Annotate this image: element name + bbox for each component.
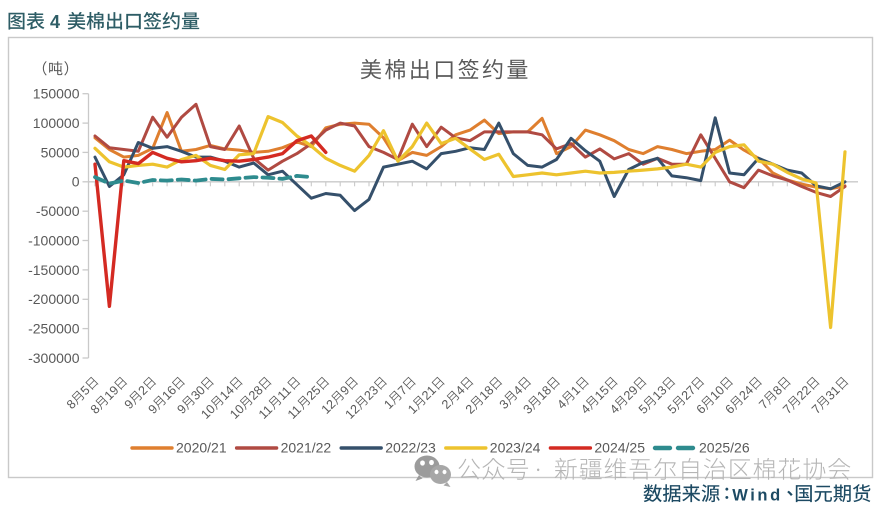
svg-text:2021/22: 2021/22 bbox=[281, 440, 332, 456]
svg-text:2024/25: 2024/25 bbox=[594, 440, 645, 456]
svg-text:-250000: -250000 bbox=[28, 321, 80, 337]
svg-text:-150000: -150000 bbox=[28, 262, 80, 278]
svg-text:-200000: -200000 bbox=[28, 291, 80, 307]
svg-text:-300000: -300000 bbox=[28, 350, 80, 366]
svg-text:Wind: Wind bbox=[732, 487, 783, 505]
svg-text:0: 0 bbox=[72, 174, 80, 190]
svg-text:50000: 50000 bbox=[41, 144, 80, 160]
svg-text:2022/23: 2022/23 bbox=[385, 440, 436, 456]
svg-text:-100000: -100000 bbox=[28, 232, 80, 248]
svg-text:150000: 150000 bbox=[33, 86, 80, 102]
svg-text:100000: 100000 bbox=[33, 115, 80, 131]
svg-text:2025/26: 2025/26 bbox=[699, 440, 750, 456]
svg-text:-50000: -50000 bbox=[36, 203, 80, 219]
svg-text:2020/21: 2020/21 bbox=[176, 440, 227, 456]
svg-text:2023/24: 2023/24 bbox=[490, 440, 541, 456]
svg-text:4: 4 bbox=[50, 12, 60, 32]
